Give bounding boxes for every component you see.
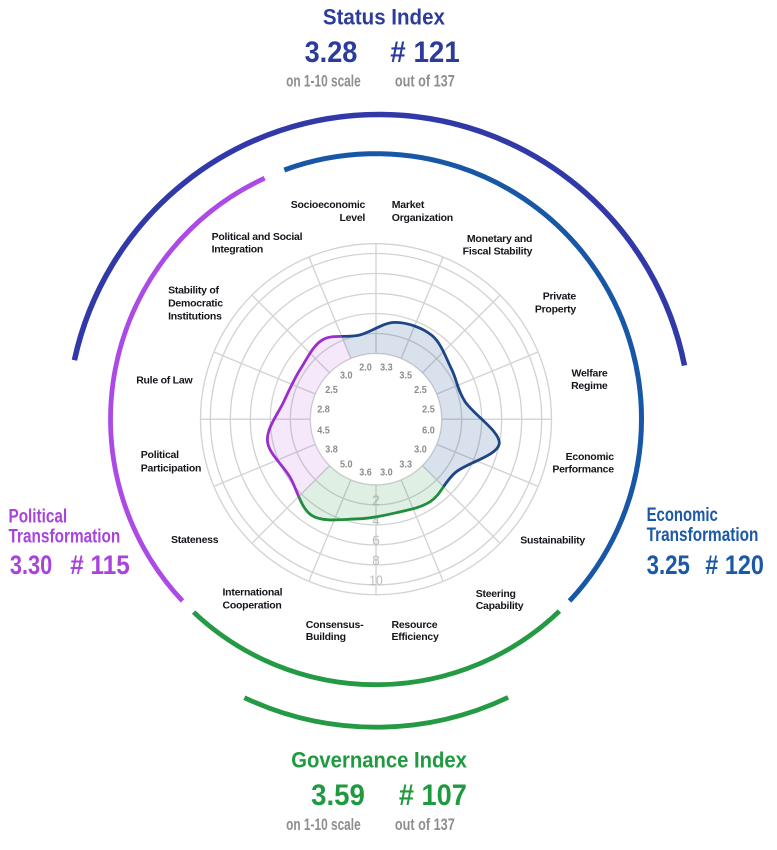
svg-text:Transformation: Transformation (647, 524, 759, 546)
svg-text:on 1-10 scale: on 1-10 scale (286, 816, 361, 834)
svg-text:# 120: # 120 (705, 550, 764, 580)
svg-text:Efficiency: Efficiency (392, 631, 440, 643)
svg-text:3.25: 3.25 (647, 550, 690, 580)
svg-text:Organization: Organization (392, 212, 453, 224)
svg-text:8: 8 (372, 553, 380, 568)
svg-text:2.5: 2.5 (325, 385, 338, 396)
svg-text:3.6: 3.6 (359, 467, 372, 478)
svg-text:Property: Property (535, 304, 577, 316)
svg-text:Integration: Integration (212, 243, 264, 255)
svg-text:Cooperation: Cooperation (223, 599, 282, 611)
svg-text:6: 6 (372, 533, 380, 548)
svg-text:Socioeconomic: Socioeconomic (291, 199, 366, 211)
svg-text:Resource: Resource (392, 619, 438, 631)
svg-text:Political: Political (141, 449, 179, 461)
svg-text:2.0: 2.0 (359, 362, 372, 373)
svg-text:3.8: 3.8 (325, 445, 338, 456)
svg-text:3.30: 3.30 (10, 550, 52, 580)
svg-text:Regime: Regime (571, 380, 608, 392)
svg-text:3.0: 3.0 (340, 370, 353, 381)
svg-text:# 107: # 107 (399, 779, 467, 812)
svg-text:Transformation: Transformation (9, 526, 121, 548)
svg-text:Rule of Law: Rule of Law (136, 375, 193, 387)
svg-text:# 115: # 115 (70, 550, 129, 580)
svg-text:out of 137: out of 137 (395, 72, 455, 90)
svg-text:Welfare: Welfare (572, 367, 608, 379)
svg-text:Building: Building (306, 631, 346, 643)
svg-text:Governance Index: Governance Index (291, 747, 467, 772)
svg-text:# 121: # 121 (390, 36, 460, 69)
svg-text:Stateness: Stateness (171, 534, 219, 546)
svg-text:Sustainability: Sustainability (520, 535, 585, 547)
svg-text:2.5: 2.5 (414, 385, 427, 396)
svg-text:3.59: 3.59 (311, 779, 365, 812)
svg-text:3.0: 3.0 (414, 445, 427, 456)
svg-text:2.5: 2.5 (422, 405, 435, 416)
svg-text:Fiscal Stability: Fiscal Stability (463, 246, 533, 258)
svg-text:3.28: 3.28 (305, 36, 358, 69)
svg-text:on 1-10 scale: on 1-10 scale (286, 72, 361, 90)
svg-text:Consensus-: Consensus- (306, 619, 364, 631)
svg-text:Stability of: Stability of (168, 284, 219, 296)
svg-text:International: International (223, 587, 283, 599)
svg-text:5.0: 5.0 (340, 459, 353, 470)
svg-text:Institutions: Institutions (168, 310, 222, 322)
svg-text:Level: Level (339, 212, 365, 224)
svg-text:2: 2 (372, 493, 380, 508)
svg-text:3.0: 3.0 (380, 467, 393, 478)
svg-text:4.5: 4.5 (317, 425, 330, 436)
svg-text:Performance: Performance (552, 463, 614, 475)
svg-text:4: 4 (372, 513, 380, 528)
svg-text:Participation: Participation (141, 463, 201, 475)
svg-text:3.5: 3.5 (399, 370, 412, 381)
svg-text:out of 137: out of 137 (395, 816, 455, 834)
svg-text:Steering: Steering (476, 588, 516, 600)
svg-text:Economic: Economic (566, 451, 615, 463)
svg-text:3.3: 3.3 (380, 362, 393, 373)
svg-text:Private: Private (543, 291, 577, 303)
svg-text:10: 10 (369, 573, 383, 588)
svg-text:Market: Market (392, 199, 425, 211)
svg-text:Political: Political (9, 506, 68, 528)
svg-text:Monetary and: Monetary and (467, 233, 532, 245)
svg-text:6.0: 6.0 (422, 425, 435, 436)
svg-text:2.8: 2.8 (317, 405, 330, 416)
svg-text:Political and Social: Political and Social (212, 231, 303, 243)
svg-text:Democratic: Democratic (168, 297, 223, 309)
svg-text:3.3: 3.3 (399, 459, 412, 470)
svg-text:Economic: Economic (647, 504, 718, 526)
svg-text:Capability: Capability (476, 600, 524, 612)
svg-text:Status Index: Status Index (323, 5, 445, 30)
